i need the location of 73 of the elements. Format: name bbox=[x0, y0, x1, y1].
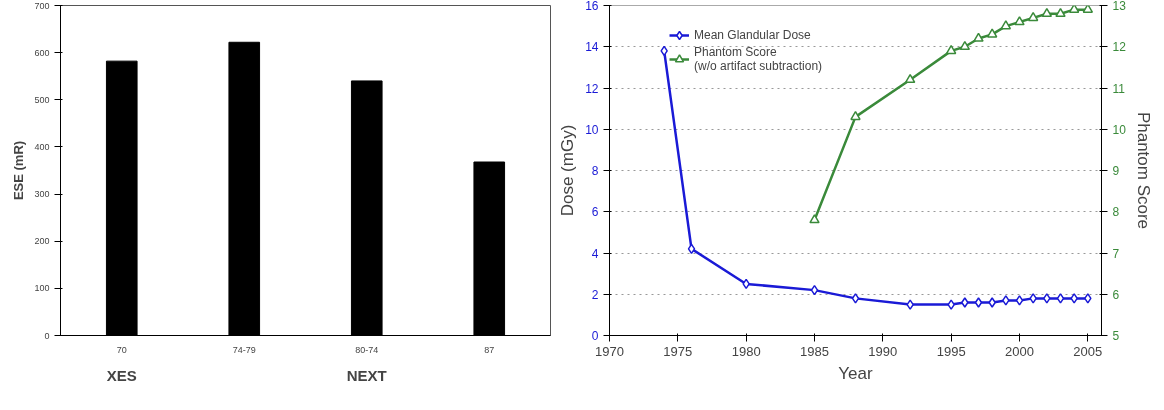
text: NEXT bbox=[346, 366, 387, 384]
point bbox=[904, 73, 916, 84]
x-tick-label: 80-74 bbox=[355, 344, 379, 355]
point bbox=[1056, 293, 1065, 304]
y2-tick-label: 6 bbox=[1112, 287, 1120, 302]
point bbox=[1041, 7, 1053, 18]
point bbox=[974, 297, 983, 308]
x-axis-title: Year bbox=[838, 363, 874, 383]
text: XES bbox=[106, 366, 137, 384]
x-tick-label: 2000 bbox=[1005, 343, 1034, 359]
y-tick-label: 100 bbox=[34, 283, 50, 294]
y-tick-label: 400 bbox=[34, 141, 50, 152]
point bbox=[947, 299, 955, 310]
point bbox=[961, 297, 969, 308]
y2-tick-label: 12 bbox=[1112, 40, 1127, 55]
x-tick-label: 74-79 bbox=[232, 344, 256, 355]
y-tick-label: 6 bbox=[591, 205, 599, 220]
y2-tick-label: 5 bbox=[1112, 329, 1120, 343]
x-tick-label: 1995 bbox=[936, 343, 966, 359]
point bbox=[1084, 293, 1092, 304]
point bbox=[1055, 7, 1066, 18]
point bbox=[988, 297, 996, 308]
x-tick-label: 1990 bbox=[868, 343, 898, 359]
y-tick-label: 4 bbox=[591, 246, 599, 261]
point bbox=[1027, 11, 1039, 22]
point bbox=[1029, 293, 1037, 304]
point bbox=[986, 28, 998, 38]
y2-axis-title: Phantom Score bbox=[1133, 111, 1153, 230]
y-tick-label: 12 bbox=[585, 81, 599, 96]
y-tick-label: 500 bbox=[34, 94, 50, 105]
point bbox=[810, 284, 819, 296]
y2-tick-label: 13 bbox=[1112, 0, 1127, 13]
x-tick-label: 1970 bbox=[595, 343, 624, 359]
y2-tick-label: 10 bbox=[1112, 122, 1127, 137]
y-tick-label: 8 bbox=[591, 164, 599, 178]
point bbox=[851, 293, 860, 304]
y-tick-label: 0 bbox=[591, 329, 599, 343]
point bbox=[1070, 293, 1078, 304]
x-tick-label: 2005 bbox=[1073, 343, 1103, 359]
y-axis-title: Dose (mGy) bbox=[558, 124, 578, 217]
x-tick-label: 87 bbox=[484, 344, 495, 355]
x-tick-label: 1985 bbox=[800, 343, 829, 359]
legend-label: Mean Glandular Dose bbox=[694, 28, 811, 42]
point bbox=[1002, 295, 1010, 306]
y-tick-label: 2 bbox=[591, 287, 599, 302]
point bbox=[809, 214, 820, 224]
y-tick-label: 14 bbox=[585, 40, 599, 55]
y-tick-label: 300 bbox=[34, 189, 50, 200]
point bbox=[1043, 293, 1051, 304]
y2-tick-label: 11 bbox=[1112, 81, 1126, 96]
y2-tick-label: 7 bbox=[1112, 246, 1120, 261]
point bbox=[687, 243, 696, 255]
point bbox=[973, 32, 984, 42]
point bbox=[906, 299, 914, 310]
y2-tick-label: 9 bbox=[1112, 164, 1120, 178]
y-tick-label: 0 bbox=[44, 330, 50, 341]
point bbox=[945, 44, 957, 55]
y-tick-label: 200 bbox=[34, 236, 50, 247]
y-tick-label: 600 bbox=[34, 47, 50, 58]
point bbox=[1000, 20, 1012, 30]
point bbox=[1014, 16, 1025, 26]
x-tick-label: 1980 bbox=[731, 343, 761, 359]
point bbox=[1015, 295, 1024, 306]
y-tick-label: 10 bbox=[585, 122, 599, 137]
point bbox=[959, 40, 971, 51]
point bbox=[850, 110, 861, 121]
legend-label: Phantom Score (w/o artifact subtraction) bbox=[694, 45, 823, 73]
x-tick-label: 70 bbox=[116, 344, 127, 355]
y-tick-label: 700 bbox=[34, 0, 50, 11]
y-tick-label: 16 bbox=[585, 0, 599, 13]
y-axis-title: ESE (mR) bbox=[11, 140, 27, 201]
x-tick-label: 1975 bbox=[663, 343, 693, 359]
y2-tick-label: 8 bbox=[1112, 205, 1120, 220]
